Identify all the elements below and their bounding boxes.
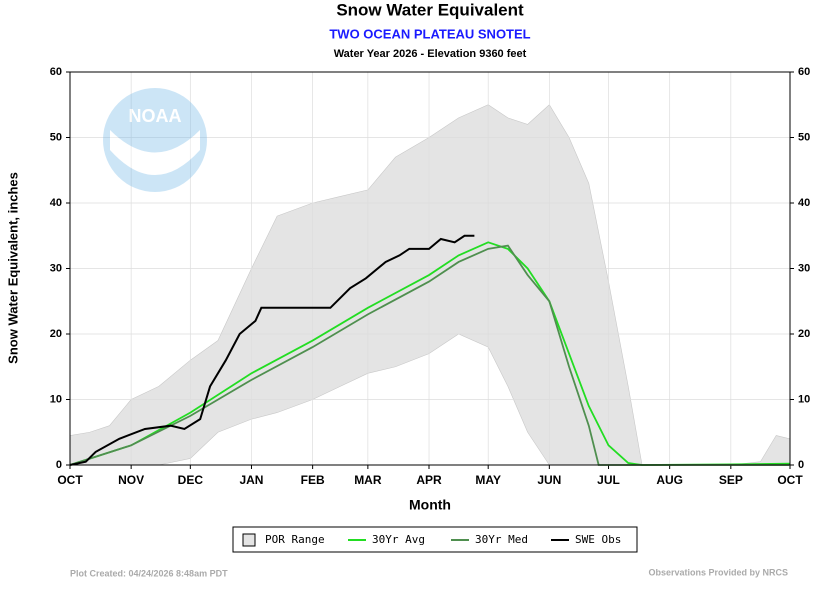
- x-tick-label: JUL: [597, 473, 620, 487]
- y-tick-label: 50: [50, 131, 62, 143]
- legend-label: 30Yr Med: [475, 533, 528, 546]
- x-tick-label: SEP: [719, 473, 743, 487]
- logo-shape: [110, 130, 200, 175]
- legend: [232, 526, 638, 553]
- footer: Observations Provided by NRCS: [648, 567, 788, 577]
- logo-circle: [103, 88, 207, 192]
- x-tick-label: OCT: [57, 473, 83, 487]
- y-tick-label: 60: [50, 66, 62, 78]
- x-tick-label: JAN: [239, 473, 263, 487]
- y-tick-label: 40: [50, 197, 62, 209]
- chart-subtitle: TWO OCEAN PLATEAU SNOTEL: [329, 26, 530, 41]
- y-tick-label: 10: [50, 393, 62, 405]
- plot-area: 0 0 10 10 20 20 30 30 40 40 50 50 60 60 OCT NOV DEC JAN FE…: [50, 66, 811, 487]
- x-tick-label: OCT: [777, 473, 803, 487]
- logo: NOAA: [103, 88, 207, 192]
- series-line: [69, 234, 475, 466]
- logo-text: NOAA: [129, 106, 182, 126]
- y-tick-label: 30: [50, 262, 62, 274]
- y-tick-label: 50: [798, 131, 810, 143]
- x-axis-label: Month: [409, 497, 451, 513]
- x-tick-label: MAY: [475, 473, 501, 487]
- x-tick-label: NOV: [118, 473, 144, 487]
- legend-swatch: [242, 533, 256, 547]
- x-tick-label: DEC: [178, 473, 204, 487]
- chart-title: Snow Water Equivalent: [336, 0, 524, 19]
- series-line: [69, 244, 790, 466]
- x-tick-label: FEB: [301, 473, 325, 487]
- y-tick-label: 20: [798, 328, 810, 340]
- y-tick-label: 20: [50, 328, 62, 340]
- y-tick-label: 60: [798, 66, 810, 78]
- y-tick-label: 0: [56, 459, 62, 471]
- chart-subtitle: Water Year 2026 - Elevation 9360 feet: [334, 48, 527, 60]
- footer: Plot Created: 04/24/2026 8:48am PDT: [70, 568, 228, 578]
- y-tick-label: 0: [798, 459, 804, 471]
- legend-label: POR Range: [265, 533, 325, 546]
- legend-label: SWE Obs: [575, 533, 621, 546]
- legend-items: POR Range 30Yr Avg 30Yr Med SWE Obs: [242, 533, 621, 547]
- x-tick-label: APR: [416, 473, 442, 487]
- y-tick-label: 10: [798, 393, 810, 405]
- legend-label: 30Yr Avg: [372, 533, 425, 546]
- y-tick-label: 30: [798, 262, 810, 274]
- x-tick-label: AUG: [656, 473, 683, 487]
- y-axis-label: Snow Water Equivalent, inches: [5, 172, 20, 364]
- y-tick-label: 40: [798, 197, 810, 209]
- plot-frame: [69, 71, 791, 466]
- x-tick-label: MAR: [354, 473, 382, 487]
- x-tick-label: JUN: [537, 473, 561, 487]
- series-line: [69, 241, 791, 466]
